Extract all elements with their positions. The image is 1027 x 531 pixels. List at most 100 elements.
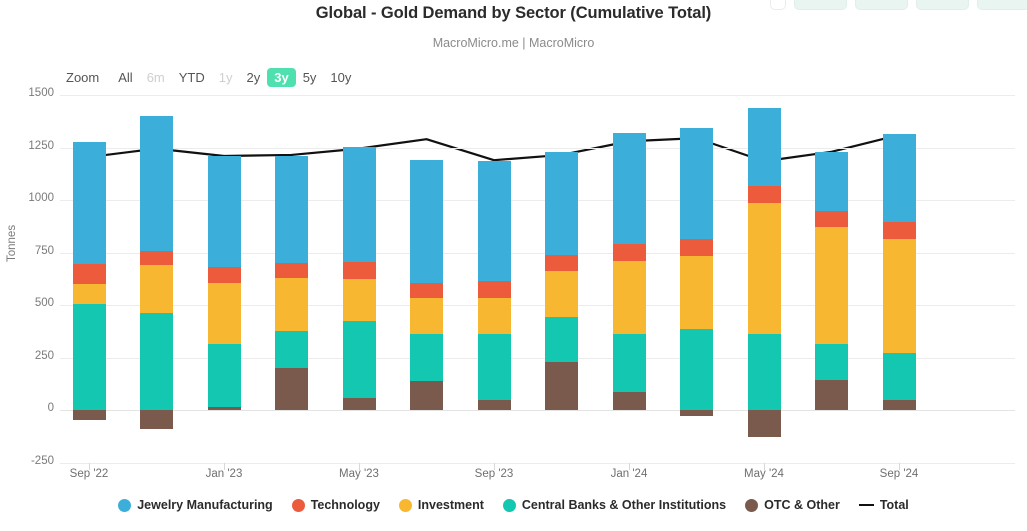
bar-group[interactable] <box>410 95 443 463</box>
bar-segment <box>612 333 646 392</box>
legend-item[interactable]: Jewelry Manufacturing <box>118 498 273 512</box>
bar-segment <box>882 352 916 400</box>
total-line-series <box>88 133 900 163</box>
bar-segment <box>612 261 646 334</box>
bar-segment <box>342 321 376 398</box>
x-axis-label-6: Sep '24 <box>879 468 919 480</box>
bar-segment <box>545 270 578 317</box>
x-axis-tick <box>764 463 765 470</box>
bar-segment <box>680 255 713 330</box>
zoom-option-3y[interactable]: 3y <box>267 67 296 87</box>
zoom-option-2y[interactable]: 2y <box>246 69 261 85</box>
gridline-1500 <box>60 95 1015 96</box>
y-axis-label-1250: 1250 <box>28 139 54 152</box>
bar-segment <box>545 316 578 363</box>
chart-plot-area: 1500 1250 1000 750 500 250 0 -250 <box>28 87 1015 470</box>
bar-segment <box>477 399 511 411</box>
bar-segment <box>342 146 376 263</box>
zoom-option-5y[interactable]: 5y <box>302 69 317 85</box>
legend-item[interactable]: Central Banks & Other Institutions <box>502 498 726 512</box>
bar-segment <box>275 155 308 264</box>
legend-dot-icon <box>398 498 412 512</box>
y-axis-label--250: -250 <box>30 455 54 467</box>
bar-segment <box>207 155 241 268</box>
bar-segment <box>140 265 173 313</box>
bar-segment <box>477 297 511 334</box>
top-button-1[interactable] <box>794 0 847 10</box>
bar-segment <box>680 329 713 411</box>
legend-item[interactable]: Technology <box>291 498 380 512</box>
x-axis-label-1: Jan '23 <box>205 468 243 480</box>
legend-dot-icon <box>291 498 305 512</box>
bar-group[interactable] <box>882 95 916 463</box>
x-axis-tick <box>224 463 225 470</box>
bar-segment <box>477 161 511 282</box>
bar-segment <box>680 127 713 240</box>
zoom-option-6m[interactable]: 6m <box>146 69 165 85</box>
x-axis-label-0: Sep '22 <box>69 468 109 480</box>
legend-item[interactable]: Total <box>858 498 909 512</box>
bar-group[interactable] <box>342 95 376 463</box>
bar-segment <box>680 239 713 256</box>
bar-segment <box>747 186 781 204</box>
legend-item[interactable]: Investment <box>398 498 484 512</box>
zoom-label: Zoom <box>66 69 100 85</box>
x-axis-tick <box>629 463 630 470</box>
top-button-4[interactable] <box>977 0 1027 10</box>
bar-segment <box>140 116 173 251</box>
chart-title: Global - Gold Demand by Sector (Cumulati… <box>315 4 712 22</box>
bar-segment <box>612 244 646 262</box>
x-axis-tick <box>899 463 900 470</box>
bar-segment <box>545 254 578 271</box>
zoom-option-all[interactable]: All <box>118 69 133 85</box>
bar-segment <box>72 284 106 305</box>
bar-group[interactable] <box>140 95 173 463</box>
zoom-option-10y[interactable]: 10y <box>330 69 352 85</box>
bar-segment <box>342 278 376 322</box>
bar-group[interactable] <box>477 95 511 463</box>
bar-segment <box>747 333 781 411</box>
bar-segment <box>342 397 376 411</box>
bar-segment <box>747 203 781 334</box>
zoom-option-1y[interactable]: 1y <box>218 69 233 85</box>
gridline--250 <box>60 463 1015 464</box>
bar-segment <box>612 391 646 411</box>
bar-segment <box>72 264 106 285</box>
bar-segment <box>72 142 106 265</box>
legend-dot-icon <box>502 498 516 512</box>
bar-group[interactable] <box>680 95 713 463</box>
bar-segment <box>275 263 308 278</box>
bar-group[interactable] <box>747 95 781 463</box>
bar-segment <box>545 151 578 255</box>
top-button-2[interactable] <box>855 0 908 10</box>
zoom-option-ytd[interactable]: YTD <box>178 69 205 85</box>
legend-dot-icon <box>745 498 759 512</box>
bar-segment <box>275 330 308 369</box>
bar-group[interactable] <box>207 95 241 463</box>
bar-segment <box>410 333 443 381</box>
chart-subtitle: MacroMicro.me | MacroMicro <box>432 36 595 50</box>
y-axis-label-750: 750 <box>34 244 54 257</box>
bar-segment <box>140 410 173 430</box>
bar-segment <box>410 380 443 411</box>
x-axis-label-5: May '24 <box>744 468 784 480</box>
bar-segment <box>882 133 916 223</box>
legend-item[interactable]: OTC & Other <box>745 498 840 512</box>
bar-segment <box>815 227 848 345</box>
bar-group[interactable] <box>815 95 848 463</box>
bar-group[interactable] <box>275 95 308 463</box>
gridline-500 <box>60 305 1015 307</box>
bar-segment <box>207 407 241 411</box>
bar-group[interactable] <box>545 95 578 463</box>
bar-segment <box>410 297 443 334</box>
top-button-0[interactable] <box>770 0 786 10</box>
bar-segment <box>815 344 848 380</box>
bar-segment <box>410 160 443 284</box>
bar-group[interactable] <box>72 95 106 463</box>
bar-group[interactable] <box>612 95 646 463</box>
bar-segment <box>882 222 916 240</box>
bar-segment <box>612 132 646 245</box>
top-button-3[interactable] <box>916 0 969 10</box>
bar-segment <box>207 283 241 345</box>
legend-item-label: Investment <box>417 498 484 512</box>
